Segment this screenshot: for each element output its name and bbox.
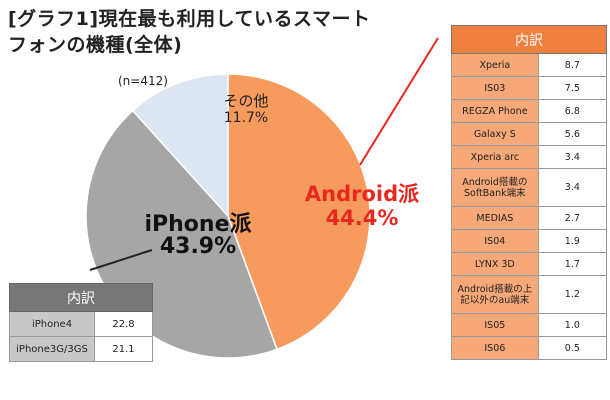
- device-name-cell: REGZA Phone: [451, 99, 539, 123]
- iphone-breakdown-header: 内訳: [9, 283, 153, 312]
- device-name-cell: Xperia arc: [451, 145, 539, 169]
- device-name-cell: IS05: [451, 313, 539, 337]
- table-row: MEDIAS 2.7: [451, 206, 608, 230]
- device-name-cell: LYNX 3D: [451, 252, 539, 276]
- other-slice-value: 11.7%: [223, 110, 269, 126]
- iphone-slice-label: iPhone派: [144, 212, 252, 237]
- chart-title-line2: フォンの機種(全体): [8, 34, 183, 56]
- table-row: Xperia 8.7: [451, 53, 608, 77]
- android-slice-value: 44.4%: [325, 206, 399, 230]
- android-breakdown-header: 内訳: [451, 25, 607, 54]
- table-row: iPhone4 22.8: [9, 311, 153, 337]
- android-slice: [227, 73, 371, 351]
- device-name-cell: IS06: [451, 336, 539, 360]
- share-value-cell: 5.6: [537, 122, 608, 146]
- share-value-cell: 1.9: [537, 229, 608, 253]
- share-value-cell: 3.4: [537, 145, 608, 169]
- table-row: IS05 1.0: [451, 313, 608, 337]
- table-row: Android搭載のSoftBank端末 3.4: [451, 168, 608, 207]
- device-name-cell: Xperia: [451, 53, 539, 77]
- device-name-cell: Galaxy S: [451, 122, 539, 146]
- table-row: Galaxy S 5.6: [451, 122, 608, 146]
- chart-title: [グラフ1]現在最も利用しているスマート フォンの機種(全体): [8, 6, 398, 58]
- other-slice-label: その他: [223, 92, 269, 110]
- device-name-cell: Android搭載のSoftBank端末: [451, 168, 539, 207]
- iphone-leader-line: [89, 249, 153, 271]
- table-row: LYNX 3D 1.7: [451, 252, 608, 276]
- share-value-cell: 1.2: [537, 275, 608, 314]
- iphone-breakdown-table: 内訳 iPhone4 22.8 iPhone3G/3GS 21.1: [9, 283, 153, 362]
- device-name-cell: iPhone4: [9, 311, 95, 337]
- share-value-cell: 6.8: [537, 99, 608, 123]
- share-value-cell: 1.0: [537, 313, 608, 337]
- share-value-cell: 2.7: [537, 206, 608, 230]
- share-value-cell: 22.8: [94, 311, 153, 337]
- android-leader-line: [359, 37, 439, 166]
- table-row: Xperia arc 3.4: [451, 145, 608, 169]
- table-row: IS04 1.9: [451, 229, 608, 253]
- table-row: iPhone3G/3GS 21.1: [9, 336, 153, 362]
- share-value-cell: 0.5: [537, 336, 608, 360]
- device-name-cell: Android搭載の上記以外のau端末: [451, 275, 539, 314]
- share-value-cell: 7.5: [537, 76, 608, 100]
- share-value-cell: 3.4: [537, 168, 608, 207]
- sample-size: (n=412): [118, 74, 168, 88]
- share-value-cell: 1.7: [537, 252, 608, 276]
- table-row: IS03 7.5: [451, 76, 608, 100]
- device-name-cell: IS04: [451, 229, 539, 253]
- device-name-cell: MEDIAS: [451, 206, 539, 230]
- other-slice: [131, 73, 229, 218]
- android-slice-label: Android派: [304, 182, 420, 206]
- share-value-cell: 21.1: [94, 336, 153, 362]
- table-row: Android搭載の上記以外のau端末 1.2: [451, 275, 608, 314]
- chart-title-line1: [グラフ1]現在最も利用しているスマート: [8, 8, 371, 30]
- table-row: IS06 0.5: [451, 336, 608, 360]
- android-breakdown-table: 内訳 Xperia 8.7 IS03 7.5 REGZA Phone 6.8 Galaxy …: [451, 25, 608, 360]
- device-name-cell: iPhone3G/3GS: [9, 336, 95, 362]
- table-row: REGZA Phone 6.8: [451, 99, 608, 123]
- device-name-cell: IS03: [451, 76, 539, 100]
- share-value-cell: 8.7: [537, 53, 608, 77]
- iphone-slice-value: 43.9%: [159, 234, 237, 259]
